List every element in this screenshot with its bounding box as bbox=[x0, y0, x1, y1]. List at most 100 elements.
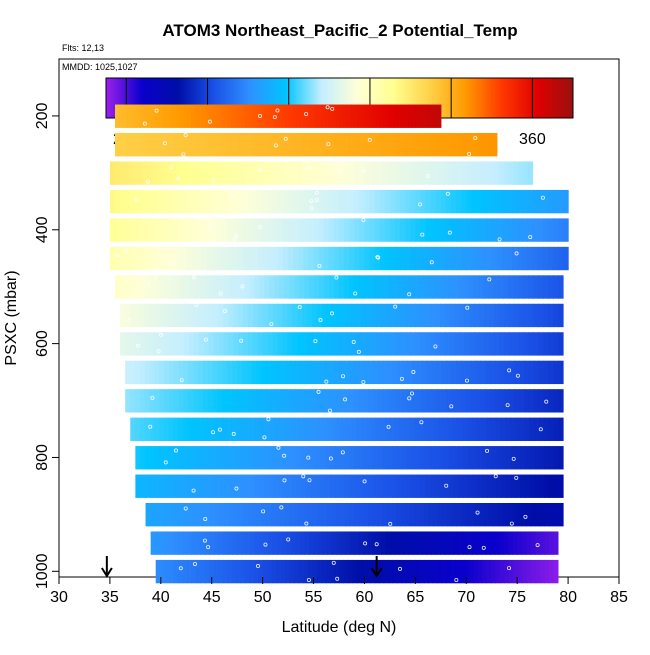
heatmap-cell bbox=[143, 104, 149, 128]
heatmap-cell bbox=[512, 189, 518, 214]
heatmap-cell bbox=[474, 332, 480, 356]
heatmap-cell bbox=[233, 133, 239, 157]
heatmap-cell bbox=[363, 161, 369, 185]
heatmap-cell bbox=[403, 275, 410, 299]
sample-point bbox=[334, 275, 339, 280]
heatmap-cell bbox=[274, 417, 280, 441]
heatmap-cell bbox=[379, 559, 385, 584]
sample-point bbox=[376, 255, 381, 260]
heatmap-cell bbox=[368, 389, 374, 413]
heatmap-cell bbox=[553, 503, 559, 527]
heatmap-cell bbox=[376, 531, 383, 555]
heatmap-cell bbox=[538, 332, 544, 356]
heatmap-cell bbox=[395, 531, 401, 555]
heatmap-cell bbox=[528, 389, 535, 413]
heatmap-cell bbox=[393, 104, 398, 128]
heatmap-cell bbox=[426, 389, 433, 413]
heatmap-cell bbox=[534, 446, 540, 470]
heatmap-cell bbox=[183, 360, 190, 385]
heatmap-cell bbox=[201, 189, 208, 214]
heatmap-cell bbox=[254, 474, 260, 498]
heatmap-cell bbox=[197, 474, 203, 498]
sample-point bbox=[234, 233, 239, 238]
heatmap-cell bbox=[407, 389, 413, 413]
heatmap-cell bbox=[155, 559, 161, 584]
heatmap-cell bbox=[241, 531, 247, 555]
heatmap-cell bbox=[164, 332, 170, 356]
heatmap-cell bbox=[333, 246, 340, 271]
sample-point bbox=[464, 378, 469, 383]
heatmap-cell bbox=[206, 446, 212, 470]
heatmap-cell bbox=[533, 275, 539, 299]
heatmap-cell bbox=[417, 360, 423, 385]
sample-point bbox=[206, 545, 211, 550]
heatmap-cell bbox=[232, 246, 238, 271]
heatmap-cell bbox=[200, 559, 206, 584]
heatmap-cell bbox=[160, 218, 167, 242]
heatmap-cell bbox=[212, 389, 219, 413]
heatmap-cell bbox=[135, 446, 141, 470]
heatmap-cell bbox=[277, 246, 284, 271]
heatmap-cell bbox=[382, 503, 388, 527]
heatmap-cell bbox=[303, 503, 309, 527]
sample-point bbox=[444, 483, 449, 488]
heatmap-cell bbox=[119, 275, 126, 299]
sample-point bbox=[505, 403, 510, 408]
heatmap-cell bbox=[149, 446, 155, 470]
heatmap-cell bbox=[232, 531, 238, 555]
heatmap-cell bbox=[293, 503, 300, 527]
heatmap-cell bbox=[450, 559, 456, 584]
heatmap-cell bbox=[168, 417, 175, 441]
heatmap-cell bbox=[416, 133, 422, 157]
heatmap-cell bbox=[481, 417, 487, 441]
heatmap-cell bbox=[321, 161, 327, 185]
heatmap-cell bbox=[472, 474, 479, 498]
heatmap-cell bbox=[302, 332, 308, 356]
heatmap-cell bbox=[435, 531, 441, 555]
heatmap-cell bbox=[363, 389, 370, 413]
heatmap-cell bbox=[267, 218, 274, 242]
heatmap-cell bbox=[267, 189, 274, 214]
heatmap-cell bbox=[490, 161, 496, 185]
heatmap-cell bbox=[395, 218, 401, 242]
heatmap-cell bbox=[318, 531, 324, 555]
heatmap-cell bbox=[484, 303, 490, 328]
heatmap-cell bbox=[227, 531, 233, 555]
heatmap-cell bbox=[280, 133, 286, 157]
heatmap-cell bbox=[181, 246, 187, 271]
heatmap-cell bbox=[430, 246, 437, 271]
heatmap-cell bbox=[287, 303, 293, 328]
heatmap-cell bbox=[413, 531, 419, 555]
heatmap-cell bbox=[271, 360, 277, 385]
heatmap-cell bbox=[193, 389, 199, 413]
heatmap-cell bbox=[367, 531, 373, 555]
heatmap-cell bbox=[328, 218, 335, 242]
heatmap-cell bbox=[232, 218, 238, 242]
heatmap-cell bbox=[188, 389, 194, 413]
heatmap-cell bbox=[201, 246, 208, 271]
heatmap-cell bbox=[517, 531, 523, 555]
sample-point bbox=[511, 456, 516, 461]
heatmap-cell bbox=[240, 559, 246, 584]
heatmap-cell bbox=[163, 417, 170, 441]
heatmap-cell bbox=[364, 246, 371, 271]
heatmap-cell bbox=[182, 474, 189, 498]
heatmap-cell bbox=[288, 246, 294, 271]
heatmap-cell bbox=[405, 303, 412, 328]
heatmap-cell bbox=[136, 104, 141, 128]
heatmap-cell bbox=[476, 218, 483, 242]
heatmap-cell bbox=[435, 332, 441, 356]
heatmap-cell bbox=[160, 559, 166, 584]
heatmap-cell bbox=[135, 218, 142, 242]
heatmap-cell bbox=[255, 161, 261, 185]
heatmap-cell bbox=[354, 218, 360, 242]
heatmap-cell bbox=[444, 446, 450, 470]
heatmap-cell bbox=[489, 332, 495, 356]
sample-point bbox=[535, 543, 540, 548]
heatmap-cell bbox=[248, 332, 254, 356]
heatmap-cell bbox=[435, 246, 442, 271]
heatmap-cell bbox=[187, 104, 192, 128]
heatmap-cell bbox=[237, 360, 243, 385]
heatmap-cell bbox=[169, 104, 174, 128]
heatmap-cell bbox=[308, 218, 315, 242]
